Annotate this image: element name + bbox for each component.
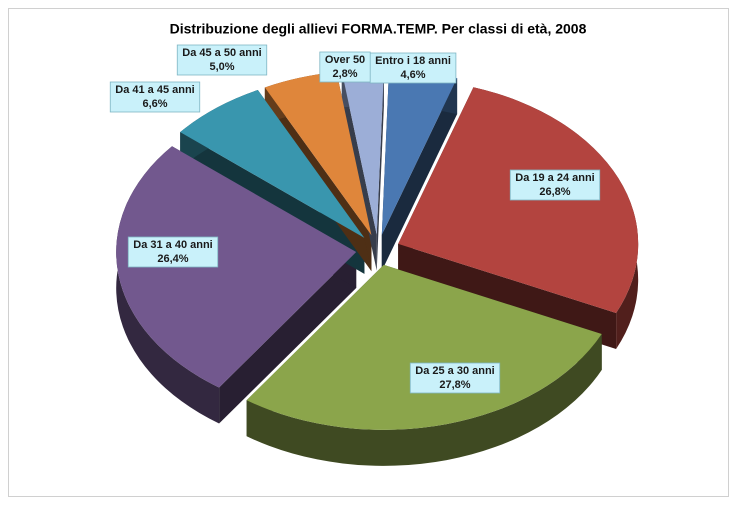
label-box (369, 52, 457, 84)
pie-slice (116, 146, 357, 388)
label-name: Da 25 a 30 anni (415, 365, 495, 377)
data-label: Entro i 18 anni 4,6% (369, 52, 457, 84)
label-name: Da 41 a 45 anni (115, 84, 195, 96)
label-name: Da 19 a 24 anni (515, 172, 595, 184)
slice-wall (376, 69, 384, 271)
pie-slice (180, 90, 365, 238)
label-value: 2,8% (332, 68, 357, 80)
pie-slice (381, 69, 458, 235)
slice-side (116, 146, 220, 424)
label-box (319, 51, 371, 83)
label-name: Entro i 18 anni (375, 55, 451, 67)
label-box (409, 362, 501, 394)
label-value: 5,0% (209, 61, 234, 73)
label-value: 27,8% (439, 379, 470, 391)
label-box (109, 81, 201, 113)
data-label: Da 31 a 40 anni 26,4% (127, 236, 219, 268)
label-name: Over 50 (325, 54, 365, 66)
label-value: 4,6% (400, 69, 425, 81)
label-box (509, 169, 601, 201)
slice-side (246, 333, 602, 466)
data-label: Over 50 2,8% (319, 51, 371, 83)
pie-slice (341, 69, 384, 235)
slice-wall (219, 252, 357, 424)
label-value: 6,6% (142, 98, 167, 110)
data-label: Da 25 a 30 anni 27,8% (409, 362, 501, 394)
pie-slice (264, 72, 372, 236)
label-value: 26,4% (157, 253, 188, 265)
pie-slice (246, 264, 602, 430)
chart-title: Distribuzione degli allievi FORMA.TEMP. … (170, 21, 587, 37)
slice-wall (381, 78, 458, 271)
label-name: Da 31 a 40 anni (133, 239, 213, 251)
data-label: Da 19 a 24 anni 26,8% (509, 169, 601, 201)
label-box (176, 44, 268, 76)
label-value: 26,8% (539, 186, 570, 198)
data-label: Da 45 a 50 anni 5,0% (176, 44, 268, 76)
label-name: Da 45 a 50 anni (182, 47, 262, 59)
label-box (127, 236, 219, 268)
data-label: Da 41 a 45 anni 6,6% (109, 81, 201, 113)
